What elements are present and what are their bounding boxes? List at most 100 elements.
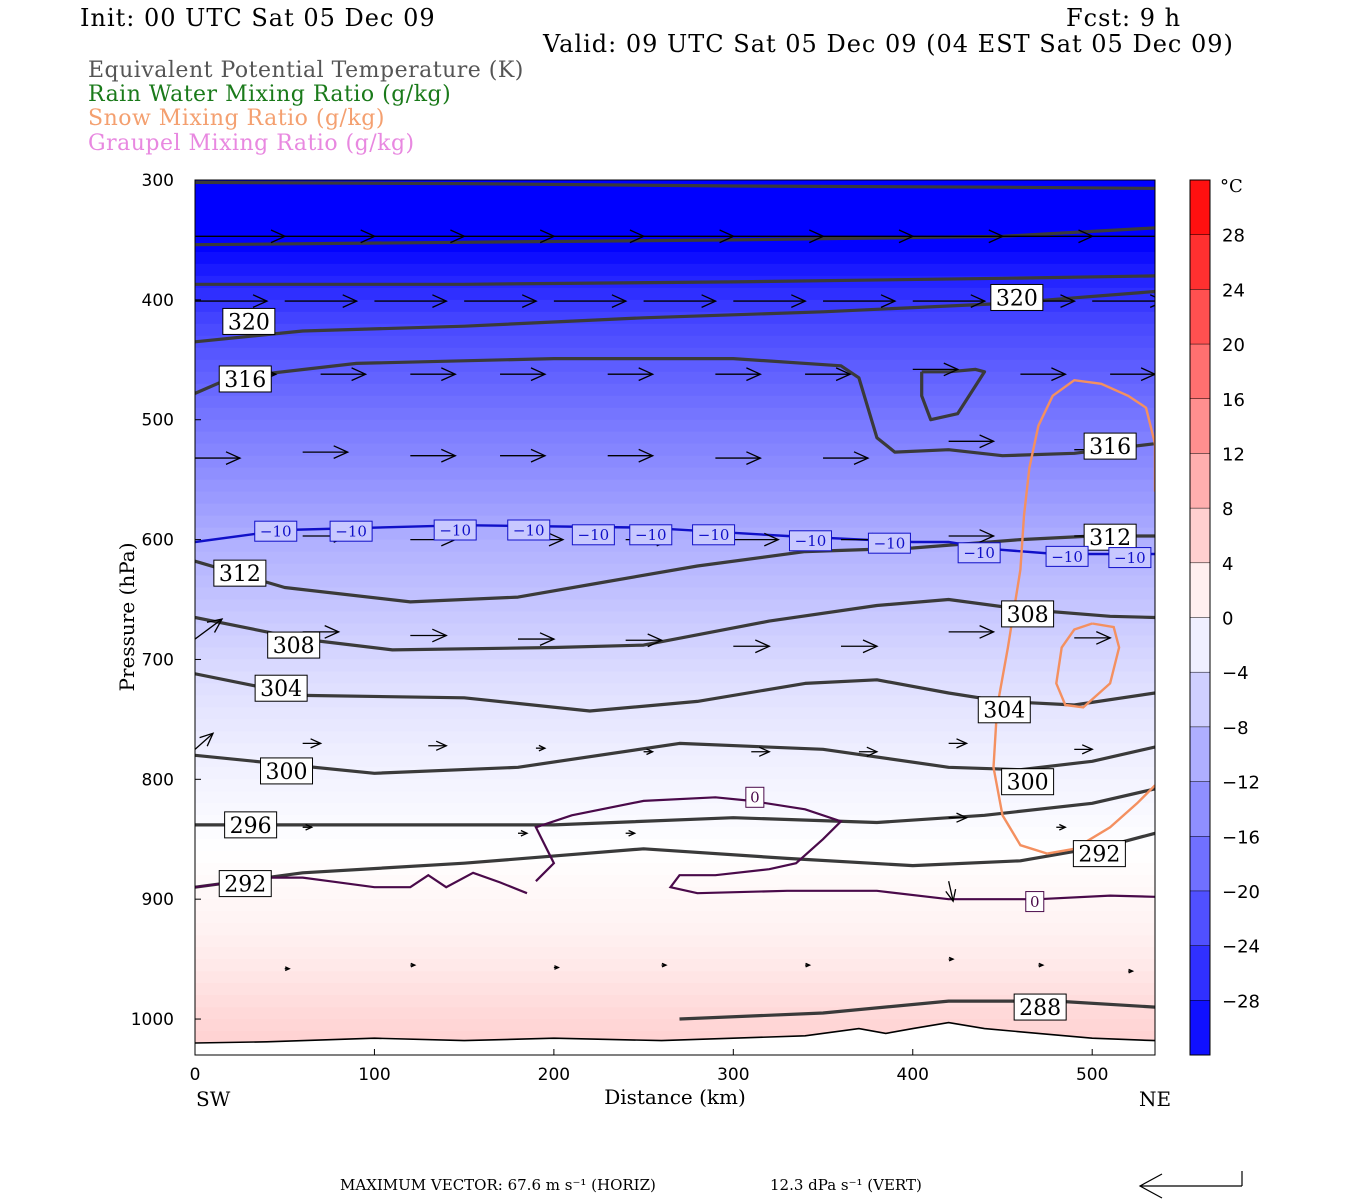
x-left-label: SW: [196, 1087, 231, 1111]
wind-vector: [553, 965, 560, 970]
isotherm-minus10-label: −10: [254, 520, 298, 542]
theta-e-label-text: 320: [996, 286, 1038, 311]
theta-e-label-box: [1013, 993, 1067, 1021]
wind-vector-head: [435, 740, 448, 751]
wind-vector: [823, 451, 870, 465]
colorbar-swatch: [1190, 672, 1210, 728]
temp-band: [195, 623, 1155, 637]
wind-vector: [302, 738, 323, 749]
snow-contour: [992, 378, 1155, 855]
theta-e-label-text: 304: [260, 677, 302, 702]
wind-vector: [948, 738, 969, 749]
isotherm-minus10-label-box: [867, 532, 911, 554]
theta-e-label-text: 296: [230, 814, 272, 839]
wind-vector: [607, 367, 655, 382]
isotherm-minus10-label-text: −10: [513, 521, 545, 539]
temp-band: [195, 779, 1155, 792]
wind-vector-head: [548, 532, 565, 547]
colorbar-tick-label: −24: [1222, 937, 1260, 958]
wind-vector-head: [1051, 367, 1067, 382]
axes: 300 400 500 600 700 800 900 1000 0 100 200 300 400 50…: [115, 171, 1171, 1111]
temp-band: [195, 575, 1155, 589]
y-tick-label: 800: [142, 770, 174, 790]
wind-vector-head: [441, 367, 457, 382]
wind-vector-head: [611, 294, 628, 308]
temp-band: [195, 719, 1155, 732]
wind-vector-head: [206, 618, 224, 633]
field-label-rain: Rain Water Mixing Ratio (g/kg): [88, 82, 452, 107]
theta-e-label-box: [1072, 840, 1126, 868]
y-axis-title: Pressure (hPa): [115, 543, 139, 692]
wind-vector-head: [351, 367, 368, 382]
isotherm-minus10-label-text: −10: [1114, 549, 1146, 567]
wind-vector-head: [324, 625, 341, 639]
wind-vector-head: [758, 746, 771, 757]
temp-band: [195, 959, 1155, 972]
isotherm-zero-label: 0: [1025, 891, 1045, 913]
temp-band: [195, 467, 1155, 481]
wind-vector: [302, 445, 350, 459]
theta-e-contour: [195, 274, 1155, 286]
wind-vector-head: [520, 829, 529, 837]
wind-vector: [733, 532, 780, 547]
wind-vector-head: [638, 448, 655, 463]
wind-vector: [912, 294, 987, 308]
x-tick-label: 0: [190, 1065, 201, 1085]
isotherm-zero-label-box: [745, 786, 765, 808]
wind-vector-head: [956, 738, 969, 749]
theta-e-label: 308: [267, 631, 321, 659]
temp-band: [195, 947, 1155, 960]
theta-e-label: 296: [224, 811, 278, 839]
wind-vector-head: [866, 746, 879, 757]
isotherm-zero: [534, 796, 1155, 901]
isotherm-minus10-label-text: −10: [635, 526, 667, 544]
temp-band: [195, 299, 1155, 313]
field-label-theta-e: Equivalent Potential Temperature (K): [88, 58, 524, 83]
theta-e-label-text: 300: [1007, 771, 1049, 796]
isotherm-zero-label-text: 0: [1030, 893, 1040, 911]
temp-band: [195, 887, 1155, 900]
temp-band: [195, 611, 1155, 625]
isotherm-minus10-label-box: [692, 524, 736, 546]
isotherm-minus10-label-text: −10: [698, 526, 730, 544]
wind-vector: [195, 618, 224, 640]
isotherm-minus10-label-text: −10: [874, 535, 906, 553]
wind-vector-shaft: [195, 618, 223, 640]
temp-band: [195, 479, 1155, 493]
theta-e-contour: [195, 534, 1155, 604]
wind-vector-head: [943, 362, 960, 377]
theta-e-label-box: [218, 870, 272, 898]
isotherm-minus10-label: −10: [433, 519, 477, 541]
wind-vector-head: [199, 732, 215, 747]
wind-vector: [643, 294, 718, 308]
wind-vector-head: [284, 966, 291, 972]
wind-vector: [715, 451, 762, 465]
wind-vector-head: [880, 294, 897, 308]
wind-vector-head: [647, 633, 664, 648]
temp-band: [195, 827, 1155, 840]
theta-e-label-text: 292: [1078, 843, 1120, 868]
colorbar-swatch: [1190, 945, 1210, 1001]
colorbar-swatch: [1190, 289, 1210, 345]
temp-band: [195, 659, 1155, 673]
wind-vector: [805, 962, 812, 968]
colorbar-tick-label: −8: [1222, 718, 1249, 739]
wind-vector: [517, 829, 529, 837]
colorbar-tick-label: 12: [1222, 444, 1245, 465]
wind-vector-head: [646, 748, 655, 756]
isotherm-minus10-label-text: −10: [439, 521, 471, 539]
isotherm-minus10-label-box: [571, 524, 615, 546]
isotherm-minus10-label: −10: [629, 524, 673, 546]
wind-vector-head: [342, 294, 359, 308]
temp-band: [195, 431, 1155, 445]
theta-e-label: 316: [1083, 432, 1137, 460]
temp-band: [195, 335, 1155, 349]
max-vector-horiz: MAXIMUM VECTOR: 67.6 m s⁻¹ (HORIZ): [340, 1176, 656, 1194]
wind-vector-head: [1038, 962, 1045, 968]
isotherm-minus10-label-box: [1108, 547, 1152, 569]
isotherm-minus10-label-box: [507, 519, 551, 541]
isotherm-minus10-label-box: [788, 530, 832, 552]
wind-vector-head: [521, 294, 538, 308]
wind-vector: [500, 367, 547, 382]
theta-e-label: 292: [218, 870, 272, 898]
